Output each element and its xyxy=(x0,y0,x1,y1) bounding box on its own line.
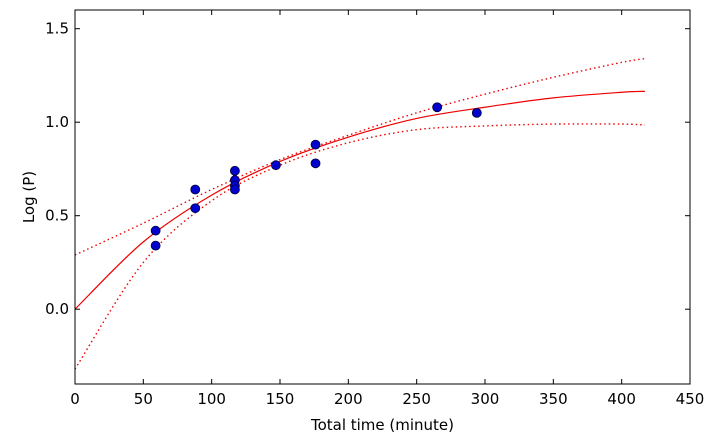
y-tick-label: 0.5 xyxy=(45,207,69,225)
plot-frame xyxy=(74,9,691,385)
x-tick-label: 450 xyxy=(676,390,705,408)
data-point xyxy=(150,240,161,251)
y-tick-label: 1.0 xyxy=(45,113,69,131)
data-point xyxy=(150,225,161,236)
plot-area xyxy=(75,57,646,370)
lower-confidence-band xyxy=(75,123,645,370)
data-point xyxy=(229,184,240,195)
data-point xyxy=(310,139,321,150)
y-axis: 0.0 0.5 1.0 1.5 xyxy=(45,20,690,318)
data-point xyxy=(471,107,482,118)
data-point xyxy=(229,165,240,176)
data-point xyxy=(310,158,321,169)
x-tick-label: 400 xyxy=(607,390,636,408)
x-tick-label: 150 xyxy=(266,390,295,408)
x-axis: 0 50 100 150 200 250 300 350 400 450 xyxy=(70,10,704,408)
x-tick-label: 200 xyxy=(334,390,363,408)
data-point xyxy=(190,184,201,195)
y-tick-label: 0.0 xyxy=(45,300,69,318)
x-tick-label: 350 xyxy=(539,390,568,408)
data-point xyxy=(432,102,443,113)
upper-confidence-band xyxy=(75,57,646,256)
y-axis-label: Log (P) xyxy=(20,171,38,223)
x-tick-label: 50 xyxy=(134,390,153,408)
x-tick-label: 300 xyxy=(471,390,500,408)
y-tick-label: 1.5 xyxy=(45,20,69,38)
x-tick-label: 0 xyxy=(70,390,80,408)
fit-curve xyxy=(75,90,645,310)
x-tick-label: 100 xyxy=(197,390,226,408)
data-point xyxy=(190,203,201,214)
data-point xyxy=(270,160,281,171)
x-tick-label: 250 xyxy=(402,390,431,408)
x-axis-label: Total time (minute) xyxy=(310,416,454,434)
